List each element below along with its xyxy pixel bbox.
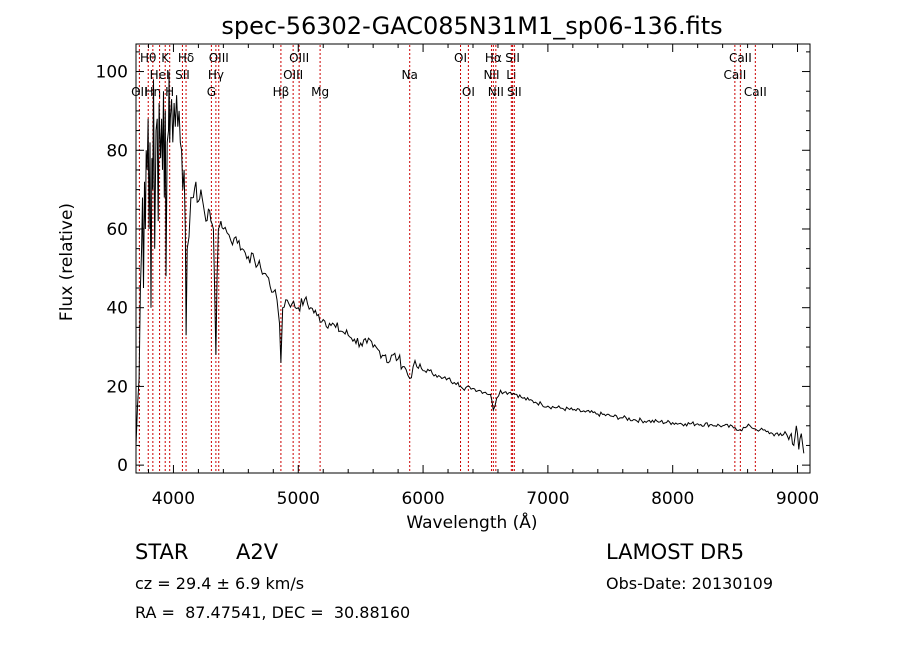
x-axis-label: Wavelength (Å)	[406, 511, 537, 533]
y-tick-label-3: 60	[106, 220, 128, 240]
x-tick-label-1: 5000	[277, 489, 320, 509]
coordinates-text: RA = 87.47541, DEC = 30.88160	[135, 603, 411, 622]
line-label-9: Hγ	[208, 68, 224, 82]
line-label-7: Hδ	[178, 51, 194, 65]
y-tick-label-1: 20	[106, 377, 128, 397]
object-subclass: A2V	[236, 540, 279, 564]
line-label-22: SII	[505, 51, 520, 65]
x-tick-label-0: 4000	[152, 489, 195, 509]
line-label-17: OI	[462, 85, 475, 99]
spectrum-line	[135, 71, 805, 454]
line-label-18: NII	[483, 68, 499, 82]
plot-frame	[135, 43, 811, 474]
line-label-21: Li	[506, 68, 516, 82]
line-label-4: K	[161, 51, 170, 65]
y-tick-label-0: 0	[117, 456, 128, 476]
line-label-11: Hβ	[273, 85, 290, 99]
y-axis-label: Flux (relative)	[57, 203, 77, 321]
spectral-line-markers: OIIHθHηHeIKHSIIHδGHγOIIIHβOIIIOIIIMgNaOI…	[131, 45, 767, 472]
redshift-text: cz = 29.4 ± 6.9 km/s	[135, 574, 305, 593]
line-label-10: OIII	[209, 51, 229, 65]
line-label-14: Mg	[311, 85, 329, 99]
line-label-25: CaII	[729, 51, 752, 65]
x-axis: 4000 5000 6000 7000 8000 9000	[147, 44, 819, 509]
y-tick-label-4: 80	[106, 141, 128, 161]
line-label-15: Na	[402, 68, 418, 82]
line-label-24: CaII	[723, 68, 746, 82]
line-label-19: Hα	[485, 51, 502, 65]
x-tick-label-3: 7000	[526, 489, 569, 509]
line-label-3: HeI	[150, 68, 170, 82]
line-label-26: CaII	[744, 85, 767, 99]
line-label-6: SII	[175, 68, 190, 82]
line-label-1: Hθ	[140, 51, 156, 65]
y-axis: 0 20 40 60 80 100	[96, 51, 810, 476]
line-label-13: OIII	[289, 51, 309, 65]
survey-name: LAMOST DR5	[606, 540, 745, 564]
observation-date: Obs-Date: 20130109	[606, 574, 774, 593]
chart-title: spec-56302-GAC085N31M1_sp06-136.fits	[221, 12, 722, 40]
line-label-20: NII	[488, 85, 504, 99]
y-tick-label-5: 100	[96, 63, 128, 83]
y-tick-label-2: 40	[106, 299, 128, 319]
line-label-2: Hη	[145, 85, 162, 99]
line-label-16: OI	[454, 51, 467, 65]
line-label-23: SII	[507, 85, 522, 99]
x-tick-label-2: 6000	[401, 489, 444, 509]
object-class: STAR	[135, 540, 189, 564]
x-tick-label-4: 8000	[651, 489, 694, 509]
line-label-12: OIII	[283, 68, 303, 82]
x-tick-label-5: 9000	[776, 489, 819, 509]
line-label-8: G	[207, 85, 216, 99]
line-label-0: OII	[131, 85, 148, 99]
